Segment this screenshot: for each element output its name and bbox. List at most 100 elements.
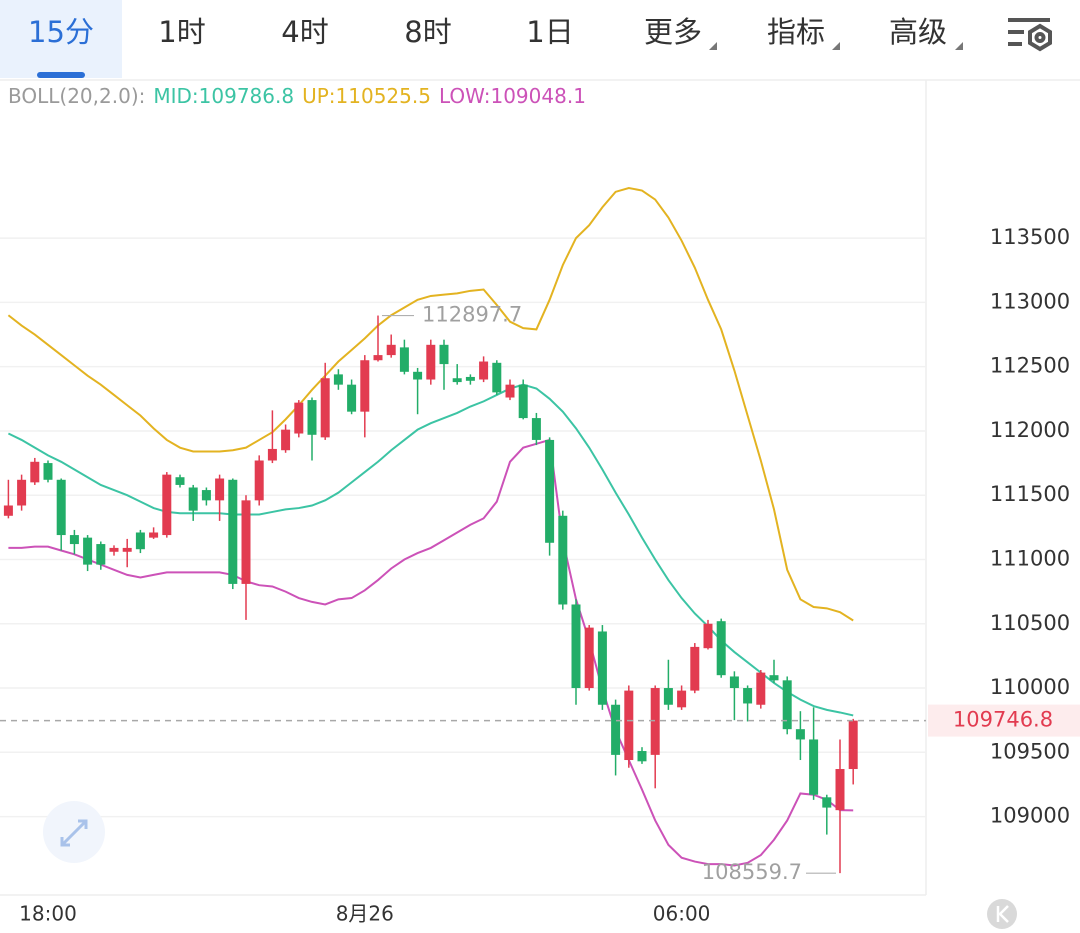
candle-body [56,479,66,536]
tab[interactable]: 8时 [404,15,451,49]
last-price-tag [928,704,1080,737]
candle-body [386,344,396,356]
candle-body [399,347,409,372]
candle-body [795,729,805,740]
candle-body [241,500,251,584]
y-tick-label: 112500 [990,354,1070,378]
candle-body [611,704,621,755]
candle-body [729,676,739,689]
candle-body [162,474,172,536]
candle-body [307,400,317,435]
candle-body [320,378,330,438]
tab[interactable]: 4时 [281,15,328,49]
candle-body [452,378,462,383]
candle-body [413,371,423,380]
tab[interactable]: 1时 [158,15,205,49]
grid [0,237,926,818]
band-line [8,438,854,867]
candle-body [505,384,515,398]
candle-body [69,535,79,545]
candle-body [30,461,40,483]
x-tick-label: 8月26 [336,902,394,926]
candle-body [743,688,753,704]
candle-body [677,690,687,708]
candle-body [333,374,343,385]
band-line [7,186,854,622]
candle-body [294,402,304,434]
candle-body [571,604,581,689]
candle-body [663,688,673,705]
candle-body [373,355,383,361]
candle-body [650,688,660,755]
candle-body [716,621,726,676]
candle-body [637,751,647,762]
indicator-legend: BOLL(20,2.0): MID:109786.8 UP:110525.5 LOW:… [8,84,586,108]
candle-body [267,448,277,461]
min-label: 108559.7 [702,860,802,884]
y-tick-label: 113000 [990,289,1070,313]
overlay: 109746.8 112897.7 108559.7 [0,303,1080,884]
tab[interactable]: 指标 [767,15,825,49]
candle-body [782,680,792,730]
tab[interactable]: 高级 [889,15,947,49]
dropdown-arrow [832,42,840,50]
candle-body [201,490,211,501]
candle-body [545,439,555,543]
candle-body [690,646,700,691]
candle-body [703,623,713,649]
candle-body [188,487,198,511]
y-tick-label: 109500 [990,739,1070,763]
selected-tab-bg [0,0,122,78]
expand-button[interactable] [43,801,105,863]
y-tick-label: 113500 [990,225,1070,249]
candle-body [584,627,594,689]
candle-body [426,344,436,380]
candle-body [228,479,238,584]
candle-body [835,769,845,811]
y-tick-label: 109000 [990,804,1070,828]
legend-indicator: BOLL(20,2.0): [8,84,145,108]
tab[interactable]: 更多 [644,15,702,49]
tab[interactable]: 1日 [526,15,573,49]
candle-body [822,797,832,808]
candle-body [281,429,291,451]
x-tick-label: 18:00 [19,902,77,926]
candle-body [624,690,634,761]
candle-body [135,532,145,550]
candle-body [439,344,449,365]
candle-body [122,547,132,552]
candle-body [17,479,27,506]
candle-body [518,384,528,419]
candle-body [479,361,489,380]
candle-body [109,547,119,552]
collapse-button[interactable] [987,899,1017,929]
legend-entry: LOW:109048.1 [439,84,586,108]
y-tick-label: 110000 [990,675,1070,699]
candle-body [769,675,779,681]
candle-body [149,532,159,538]
candle-body [848,720,858,770]
candle-body [254,460,264,501]
candle-body [809,739,819,795]
x-tick-label: 06:00 [653,902,711,926]
candle-body [597,631,607,705]
candle-body [347,384,357,412]
legend-entry: UP:110525.5 [302,84,431,108]
y-tick-label: 111000 [990,546,1070,570]
y-tick-label: 111500 [990,482,1070,506]
tab-indicator [37,72,85,78]
candle-body [3,505,13,516]
tab[interactable]: 15分 [28,15,94,49]
candles [3,315,858,874]
dropdown-arrow [955,42,963,50]
last-price-label: 109746.8 [953,708,1053,732]
dropdown-arrow [709,42,717,50]
candle-body [43,463,53,480]
candle-body [492,362,502,393]
y-tick-label: 112000 [990,418,1070,442]
settings-icon[interactable] [1008,18,1052,52]
candle-body [175,477,185,485]
candle-body [558,515,568,605]
